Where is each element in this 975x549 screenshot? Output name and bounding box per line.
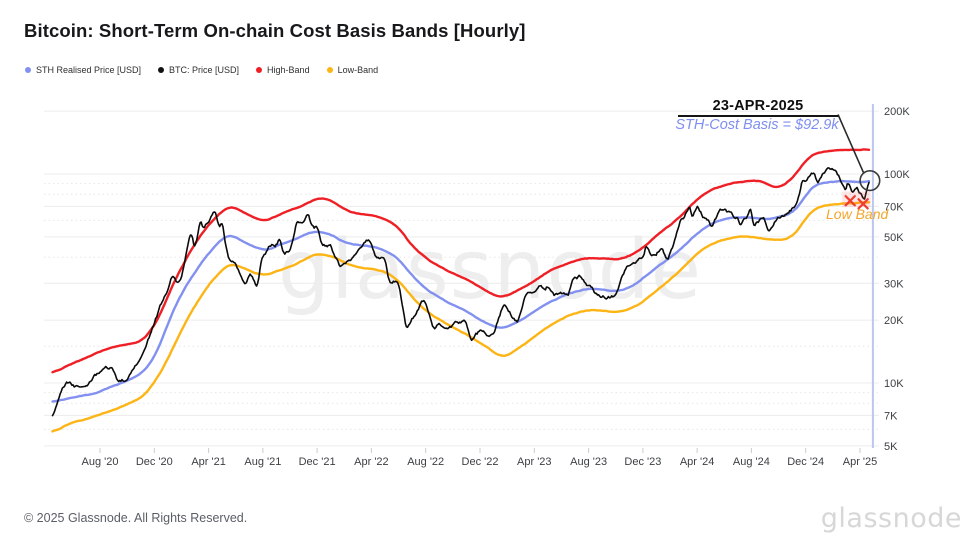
x-axis-label: Dec '23 [624,456,661,468]
y-axis-label: 7K [884,410,898,422]
x-axis-label: Dec '20 [136,456,173,468]
x-axis-label: Aug '24 [733,456,770,468]
legend-dot-icon [326,67,333,73]
high-band-line [51,148,871,374]
date-annotation: 23-APR-2025 [678,98,838,117]
x-axis-label: Apr '25 [843,456,878,468]
y-axis-label: 30K [884,278,904,290]
y-axis-label: 50K [884,232,904,244]
legend-item-label: Low-Band [337,65,379,75]
x-axis-label: Dec '21 [299,456,336,468]
y-axis-label: 200K [884,106,910,118]
x-axis-label: Apr '24 [680,456,715,468]
y-axis-label: 20K [884,315,904,327]
x-axis-label: Aug '21 [244,456,281,468]
x-axis-label: Dec '22 [462,456,499,468]
y-axis-label: 100K [884,169,910,181]
legend-item-btc[interactable]: BTC: Price [USD] [158,65,239,75]
glassnode-logo: glassnode [820,503,962,534]
x-axis-label: Apr '22 [354,456,389,468]
y-axis-label: 5K [884,441,898,453]
x-axis-label: Apr '21 [191,456,226,468]
x-axis-label: Aug '22 [407,456,444,468]
legend-dot-icon [158,67,165,73]
x-axis-label: Apr '23 [517,456,552,468]
legend-item-low[interactable]: Low-Band [326,65,379,75]
x-axis-label: Aug '23 [570,456,607,468]
x-axis-label: Dec '24 [787,456,824,468]
legend-item-label: High-Band [267,65,310,75]
legend-dot-icon [256,67,263,73]
legend-item-sth[interactable]: STH Realised Price [USD] [25,65,141,75]
x-axis-label: Aug '20 [82,456,119,468]
y-axis-label: 70K [884,201,904,213]
series-legend: STH Realised Price [USD] BTC: Price [USD]… [25,65,378,75]
legend-dot-icon [25,67,31,73]
y-axis-label: 10K [884,378,904,390]
low-band-line [51,201,871,433]
sth-realised-price-line [51,179,871,403]
btc-price-line [51,167,870,417]
legend-item-label: STH Realised Price [USD] [36,65,142,75]
low-band-touch-x-icon [857,198,869,210]
low-band-label: Low Band [826,206,889,222]
legend-item-high[interactable]: High-Band [256,65,310,75]
footer-copyright: © 2025 Glassnode. All Rights Reserved. [24,511,248,525]
price-circle-marker [859,170,881,192]
low-band-touch-x-icon [844,195,856,207]
annotation-connector-line [837,114,865,174]
legend-item-label: BTC: Price [USD] [169,65,240,75]
sth-cost-basis-annotation: STH-Cost Basis = $92.9k [675,117,839,133]
page-title: Bitcoin: Short-Term On-chain Cost Basis … [24,20,526,41]
